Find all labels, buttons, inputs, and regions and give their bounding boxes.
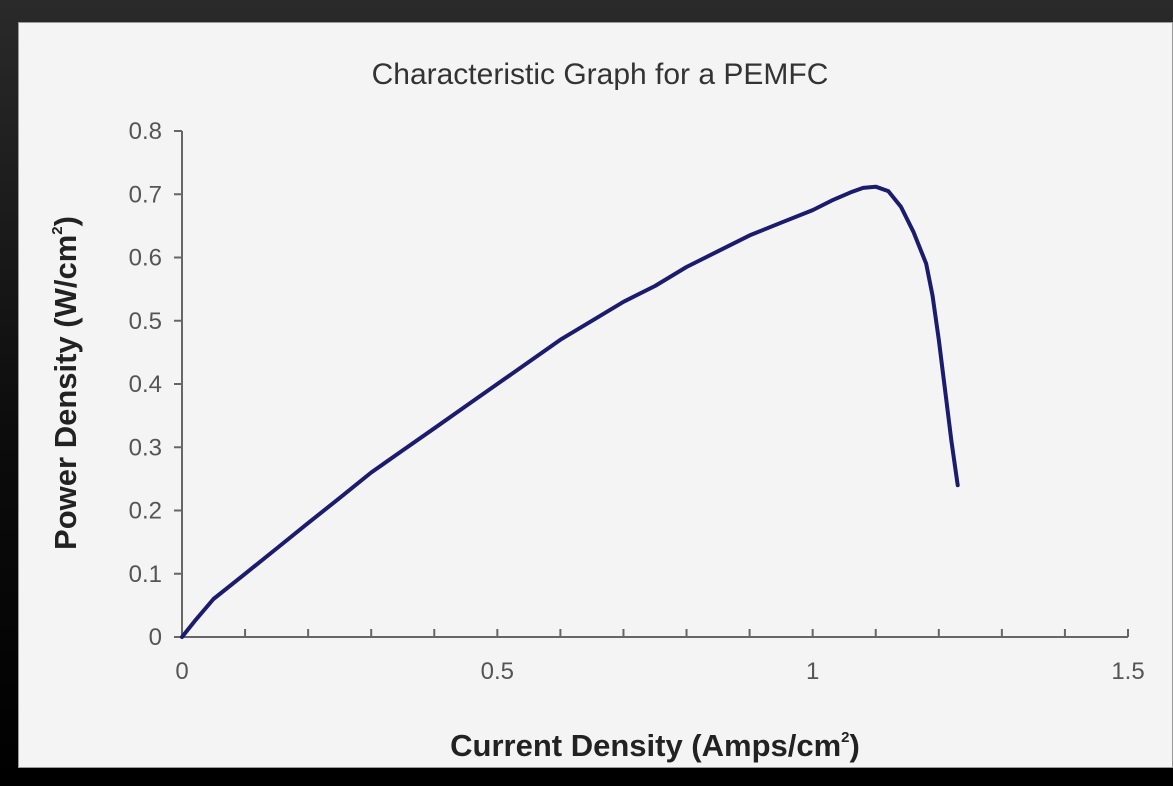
x-tick-label: 1.5: [1111, 658, 1144, 685]
y-axis-ticks: 0 0.1 0.2 0.3 0.4 0.5 0.6 0.7 0.8: [129, 118, 182, 651]
y-tick-label: 0.8: [129, 118, 162, 145]
axes: [181, 131, 1128, 638]
x-axis-label: Current Density (Amps/cm2): [450, 728, 860, 763]
x-axis-label-superscript: 2: [841, 729, 849, 746]
x-tick-label: 0: [175, 658, 188, 685]
y-tick-label: 0.2: [129, 498, 162, 525]
power-density-curve: [180, 184, 960, 639]
series-layer: [180, 184, 960, 639]
y-tick-label: 0.1: [129, 561, 162, 588]
x-axis-label-close: ): [850, 728, 860, 763]
y-tick-label: 0.7: [129, 181, 162, 208]
y-tick-label: 0.3: [129, 434, 162, 461]
y-tick-label: 0.5: [129, 308, 162, 335]
y-axis-label-close: ): [48, 216, 83, 226]
y-axis-label-superscript: 2: [49, 226, 66, 234]
y-tick-label: 0.6: [129, 245, 162, 272]
y-tick-label: 0: [149, 624, 162, 651]
x-tick-label: 0.5: [481, 658, 514, 685]
y-axis-label: Power Density (W/cm2): [48, 216, 83, 550]
x-axis-label-text: Current Density (Amps/cm: [450, 728, 841, 763]
chart-panel: [18, 22, 1173, 768]
x-axis-ticks: 0 0.5 1 1.5: [175, 629, 1145, 685]
x-tick-label: 1: [806, 658, 819, 685]
y-axis-label-text: Power Density (W/cm: [48, 235, 83, 550]
chart-title: Characteristic Graph for a PEMFC: [372, 58, 829, 91]
y-tick-label: 0.4: [129, 371, 162, 398]
